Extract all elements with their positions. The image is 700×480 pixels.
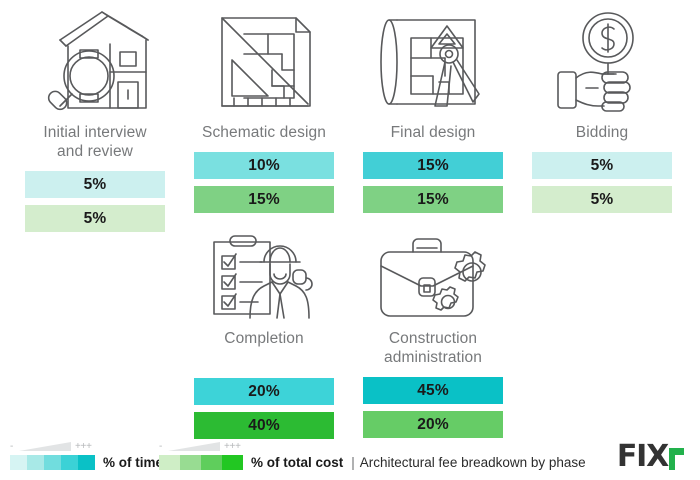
swatch <box>27 455 44 470</box>
swatch <box>222 455 243 470</box>
cost-ramp-scale: - +++ <box>159 440 243 453</box>
time-bar: 20% <box>194 378 334 405</box>
swatch <box>201 455 222 470</box>
phase-bidding: Bidding 5% 5% <box>518 6 686 213</box>
time-bar: 5% <box>532 152 672 179</box>
floorplan-triangle-ruler-icon <box>204 6 324 114</box>
hand-dollar-magnifier-icon <box>542 6 662 114</box>
ramp-plus-label: +++ <box>224 440 241 452</box>
cost-bar: 15% <box>194 186 334 213</box>
swatch <box>78 455 95 470</box>
time-bar: 45% <box>363 377 503 404</box>
cost-swatches <box>159 455 243 470</box>
swatch <box>180 455 201 470</box>
time-swatches <box>10 455 95 470</box>
house-magnifier-icon <box>35 6 155 114</box>
cost-bar: 15% <box>363 186 503 213</box>
phase-completion: Completion 20% 40% <box>180 232 348 439</box>
legend-separator: | <box>351 455 355 470</box>
phase-bars: 10% 15% <box>194 152 334 213</box>
phase-label: Final design <box>390 124 476 141</box>
chart-caption: Architectural fee breadkown by phase <box>359 455 586 470</box>
fixr-logo[interactable]: FIX <box>616 439 684 474</box>
ramp-plus-label: +++ <box>75 440 92 452</box>
phase-construction-administration: Construction administration 45% 20% <box>349 232 517 438</box>
cost-bar: 5% <box>532 186 672 213</box>
swatch <box>61 455 78 470</box>
logo-wordmark: FIX <box>616 439 669 474</box>
phase-bars: 45% 20% <box>363 377 503 438</box>
phase-label: Initial interview and review <box>43 124 147 160</box>
cost-bar: 40% <box>194 412 334 439</box>
swatch <box>10 455 27 470</box>
blueprint-compass-icon <box>373 6 493 114</box>
time-ramp-scale: - +++ <box>10 440 95 453</box>
phase-bars: 15% 15% <box>363 152 503 213</box>
legend-cost-label: % of total cost <box>251 455 344 470</box>
cost-bar: 20% <box>363 411 503 438</box>
phase-label: Bidding <box>575 124 629 141</box>
phase-bars: 5% 5% <box>25 171 165 232</box>
ramp-minus-label: - <box>159 440 163 452</box>
phase-bars: 5% 5% <box>532 152 672 213</box>
phase-final-design: Final design 15% 15% <box>349 6 517 213</box>
time-bar: 15% <box>363 152 503 179</box>
phase-label: Schematic design <box>202 124 326 141</box>
phase-initial-interview-and-review: Initial interview and review 5% 5% <box>11 6 179 232</box>
cost-bar: 5% <box>25 205 165 232</box>
checklist-worker-icon <box>204 232 324 320</box>
time-bar: 10% <box>194 152 334 179</box>
legend-cost: - +++ % of total cost | Architectural fe… <box>159 440 586 470</box>
phase-bars: 20% 40% <box>194 378 334 439</box>
swatch <box>44 455 61 470</box>
time-ramp: - +++ <box>10 440 95 470</box>
phase-label: Construction administration <box>384 330 482 366</box>
ramp-wedge-icon <box>19 442 71 451</box>
phase-schematic-design: Schematic design 10% 15% <box>180 6 348 213</box>
cost-ramp: - +++ <box>159 440 243 470</box>
phase-label: Completion <box>224 330 304 347</box>
ramp-minus-label: - <box>10 440 14 452</box>
legend-time: - +++ % of time <box>10 440 163 470</box>
time-bar: 5% <box>25 171 165 198</box>
swatch <box>159 455 180 470</box>
legend-time-label: % of time <box>103 455 164 470</box>
ramp-wedge-icon <box>168 442 220 451</box>
logo-r-mark-icon <box>669 448 684 470</box>
briefcase-gears-icon <box>373 232 493 320</box>
